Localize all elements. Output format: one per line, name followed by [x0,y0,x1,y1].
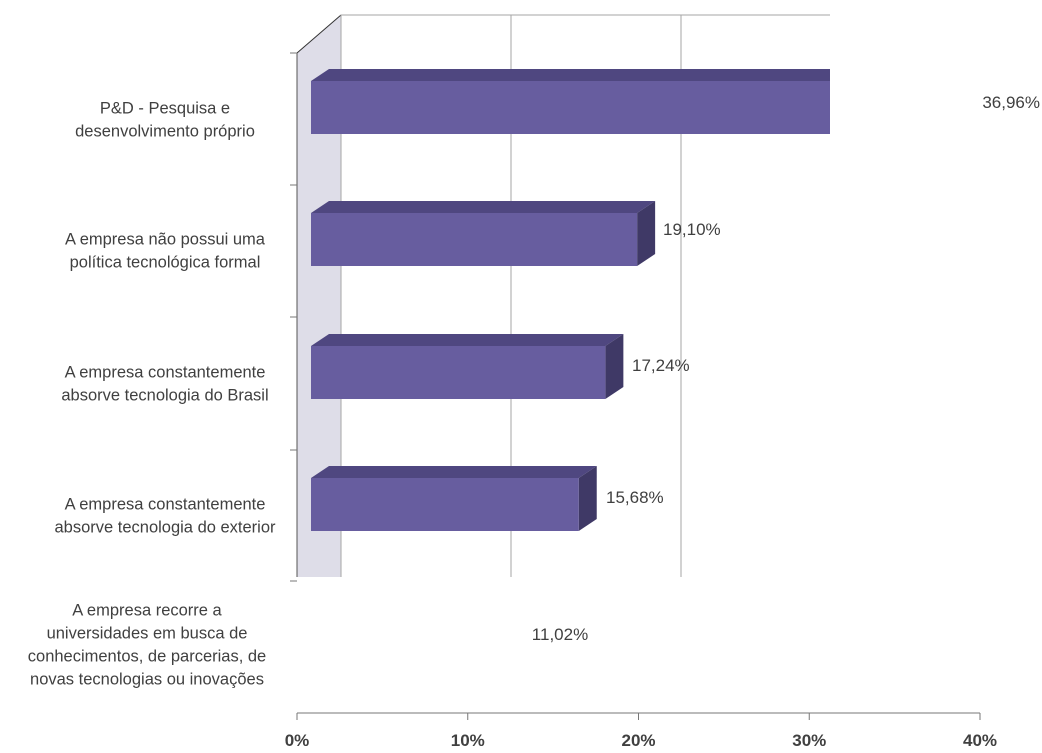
bar-side [578,466,597,531]
x-tick-label: 0% [285,731,310,750]
category-label: A empresa constantemente absorve tecnolog… [54,496,276,537]
bar [311,466,597,531]
category-label-line: política tecnológica formal [70,254,261,272]
bar-side [637,201,656,266]
axes: 0% 10% 20% 30% 40% [285,52,997,750]
category-label-line: absorve tecnologia do Brasil [61,387,268,405]
wall-top-edge [296,14,342,54]
x-tick-label: 40% [963,731,997,750]
bars [311,69,830,531]
bar-top [311,201,656,213]
bar-front [311,213,638,266]
side-wall [297,15,341,577]
bar [311,201,656,266]
category-label-line: novas tecnologias ou inovações [30,671,264,689]
data-label: 19,10% [663,220,721,239]
bar-top [311,334,624,346]
category-label: A empresa recorre a universidades em busc… [28,602,266,689]
data-label: 17,24% [632,356,690,375]
bar-top [311,69,830,81]
data-label: 15,68% [606,488,664,507]
x-tick-label: 20% [621,731,655,750]
bar-front [311,478,579,531]
bar-side [605,334,624,399]
x-tick-label: 10% [451,731,485,750]
category-label-line: A empresa recorre a [72,602,222,620]
category-label: A empresa constantemente absorve tecnolog… [61,364,268,405]
x-tick-label: 30% [792,731,826,750]
category-label-line: P&D - Pesquisa e [100,100,230,118]
data-label: 36,96% [982,93,1040,112]
bar-top [311,466,597,478]
bar [311,334,624,399]
category-label-line: A empresa constantemente [65,496,266,514]
bar [311,69,830,134]
category-label-line: A empresa constantemente [65,364,266,382]
category-label-line: conhecimentos, de parcerias, de [28,648,266,666]
category-label-line: absorve tecnologia do exterior [54,519,276,537]
category-label-line: A empresa não possui uma [65,231,266,249]
category-label: A empresa não possui uma política tecnoló… [65,231,266,272]
bar-front [311,346,606,399]
category-label-line: universidades em busca de [47,625,248,643]
category-label: P&D - Pesquisa e desenvolvimento próprio [75,100,255,141]
category-label-line: desenvolvimento próprio [75,123,255,141]
data-label: 11,02% [532,625,588,644]
bar-front [311,81,830,134]
labels: P&D - Pesquisa e desenvolvimento próprio A… [28,93,1040,689]
